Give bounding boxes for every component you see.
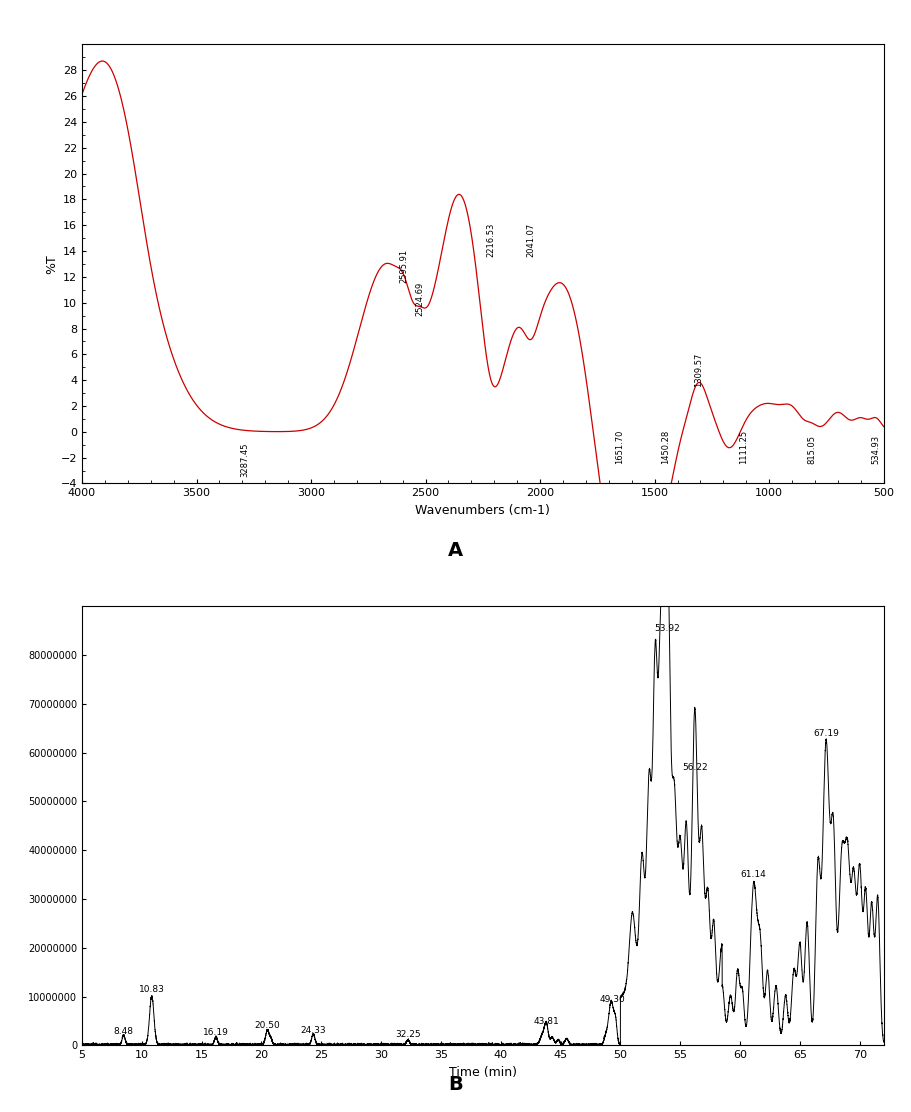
Text: 10.83: 10.83 — [138, 985, 165, 994]
Text: 67.19: 67.19 — [814, 729, 839, 738]
Text: 1309.57: 1309.57 — [694, 353, 702, 387]
Text: 32.25: 32.25 — [395, 1031, 421, 1040]
Text: 49.30: 49.30 — [599, 995, 625, 1004]
X-axis label: Wavenumbers (cm-1): Wavenumbers (cm-1) — [415, 504, 550, 517]
Text: 16.19: 16.19 — [203, 1027, 229, 1036]
Text: 2595.91: 2595.91 — [399, 249, 408, 284]
Y-axis label: %T: %T — [45, 254, 58, 274]
Text: 2524.69: 2524.69 — [415, 281, 425, 316]
Text: 56.22: 56.22 — [682, 763, 708, 772]
X-axis label: Time (min): Time (min) — [449, 1065, 517, 1079]
Text: 2216.53: 2216.53 — [486, 224, 495, 258]
Text: 61.14: 61.14 — [741, 871, 766, 880]
Text: 815.05: 815.05 — [807, 435, 816, 464]
Text: 1450.28: 1450.28 — [661, 430, 670, 464]
Text: 3287.45: 3287.45 — [241, 443, 250, 477]
Text: A: A — [448, 540, 463, 560]
Text: 20.50: 20.50 — [254, 1021, 281, 1030]
Text: B: B — [448, 1074, 463, 1094]
Text: 24.33: 24.33 — [301, 1025, 326, 1034]
Text: 534.93: 534.93 — [871, 435, 880, 464]
Text: 53.92: 53.92 — [654, 624, 681, 633]
Text: 1651.70: 1651.70 — [615, 429, 624, 464]
Text: 1111.25: 1111.25 — [739, 430, 748, 464]
Text: 43.81: 43.81 — [534, 1016, 559, 1025]
Text: 8.48: 8.48 — [114, 1026, 134, 1035]
Text: 2041.07: 2041.07 — [527, 224, 535, 258]
